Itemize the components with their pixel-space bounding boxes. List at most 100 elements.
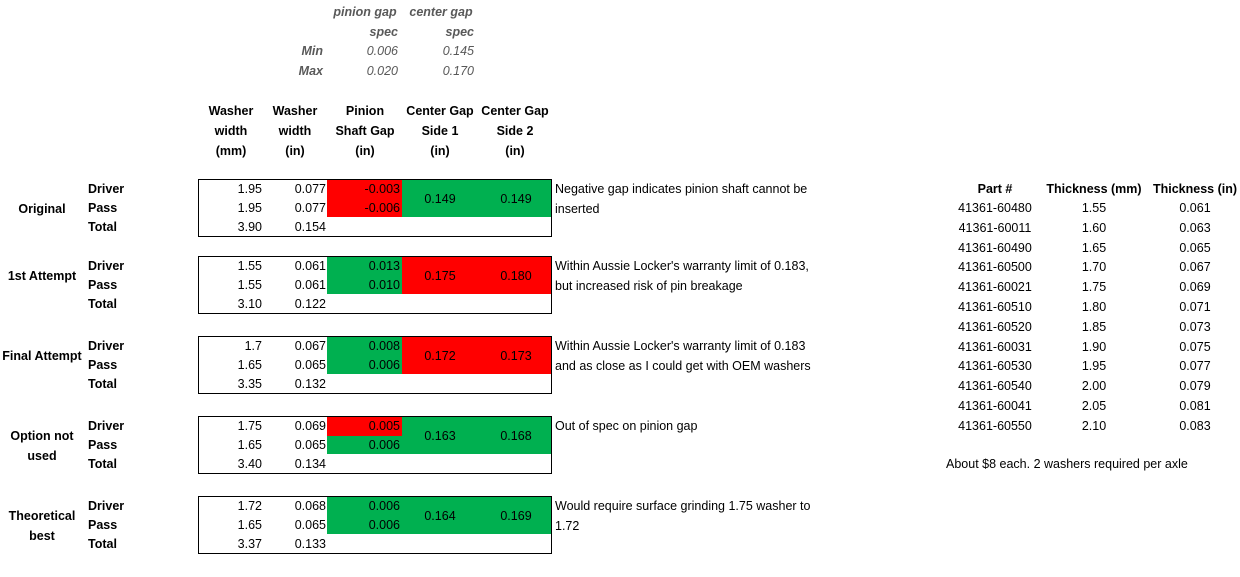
group-0-center-cell [402, 180, 551, 217]
part-number: 41361-60530 [958, 359, 1032, 374]
group-4-mm-0: 1.72 [237, 499, 262, 513]
part-thickness: 0.081 [1179, 399, 1211, 413]
part-number: 41361-60021 [958, 280, 1032, 295]
group-3-center-1: 0.163 [424, 429, 456, 443]
header-pinion-line-2: Shaft Gap [335, 124, 395, 138]
group-0-in-0: 0.077 [294, 182, 326, 196]
group-3-mm-0: 1.75 [237, 419, 262, 433]
group-label-2: Final Attempt [2, 349, 82, 363]
group-3-in-0: 0.069 [294, 419, 326, 433]
group-4-center-1: 0.164 [424, 509, 456, 523]
group-4-row-label-driver: Driver [88, 499, 125, 513]
part-thickness: 2.00 [1081, 379, 1107, 394]
group-2-in-1: 0.065 [294, 358, 326, 372]
part-thickness: 1.85 [1081, 319, 1107, 334]
spec-pinion-header-1: pinion gap [333, 5, 397, 19]
group-4-mm-1: 1.65 [237, 518, 262, 532]
spec-max-pinion: 0.020 [366, 64, 398, 78]
header-washer_in-line-1: Washer [272, 104, 318, 118]
parts-header-2: Thickness (in) [1152, 182, 1238, 196]
group-2-center-1: 0.172 [424, 349, 456, 363]
header-washer_mm-line-1: Washer [208, 104, 254, 118]
part-thickness: 0.061 [1179, 201, 1211, 215]
part-number: 41361-60031 [958, 339, 1032, 354]
group-0-in-2: 0.154 [294, 220, 326, 234]
group-3-mm-2: 3.40 [237, 457, 262, 471]
group-1-mm-2: 3.10 [237, 297, 262, 311]
group-4-center-cell [402, 497, 551, 534]
header-center2-line-2: Side 2 [496, 124, 534, 138]
part-number: 41361-60490 [958, 240, 1032, 255]
group-label-4: Theoretical best [8, 509, 76, 543]
group-label-0: Original [18, 202, 66, 216]
part-thickness: 0.063 [1179, 220, 1211, 235]
group-2-mm-2: 3.35 [237, 377, 262, 391]
header-center2-line-1: Center Gap [481, 104, 549, 118]
group-1-center-1: 0.175 [424, 269, 456, 283]
spec-min-center: 0.145 [442, 44, 474, 58]
part-thickness: 0.073 [1179, 319, 1211, 334]
group-label-1: 1st Attempt [7, 269, 77, 283]
group-2-row-label-pass: Pass [88, 358, 118, 372]
group-1-note: Within Aussie Locker's warranty limit of… [555, 259, 809, 293]
group-4-center-2: 0.169 [500, 509, 532, 523]
group-3-center-2: 0.168 [500, 429, 532, 443]
header-center1-line-1: Center Gap [406, 104, 474, 118]
spec-min-label: Min [301, 44, 323, 58]
part-thickness: 2.05 [1081, 399, 1107, 413]
group-3-center-cell [402, 417, 551, 454]
group-0-pinion-cell-1 [327, 198, 402, 217]
group-2-note: Within Aussie Locker's warranty limit of… [555, 339, 811, 373]
spec-max-label: Max [298, 64, 323, 78]
group-0-mm-0: 1.95 [237, 182, 262, 196]
group-2-mm-0: 1.7 [244, 339, 262, 353]
group-1-mm-0: 1.55 [237, 259, 262, 273]
group-1-in-2: 0.122 [294, 297, 326, 311]
part-number: 41361-60480 [958, 201, 1032, 215]
group-2-pinion-1: 0.006 [368, 358, 400, 372]
part-thickness: 0.083 [1179, 418, 1211, 433]
group-2-row-label-total: Total [88, 377, 117, 391]
part-thickness: 1.90 [1081, 339, 1107, 354]
header-washer_mm-line-2: width [214, 124, 248, 138]
group-3-pinion-cell-1 [327, 435, 402, 454]
part-thickness: 1.75 [1081, 280, 1107, 295]
group-3-row-label-total: Total [88, 457, 117, 471]
part-thickness: 0.065 [1179, 240, 1211, 255]
part-number: 41361-60540 [958, 379, 1032, 394]
group-4-in-0: 0.068 [294, 499, 326, 513]
header-pinion-line-3: (in) [355, 144, 375, 158]
group-3-note: Out of spec on pinion gap [555, 419, 698, 433]
group-2-pinion-0: 0.008 [368, 339, 400, 353]
parts-header-1: Thickness (mm) [1046, 182, 1142, 196]
spec-min-pinion: 0.006 [366, 44, 398, 58]
group-1-center-cell [402, 257, 551, 294]
group-3-row-label-driver: Driver [88, 419, 125, 433]
group-4-pinion-0: 0.006 [368, 499, 400, 513]
part-number: 41361-60041 [958, 399, 1032, 413]
group-3-pinion-cell-0 [327, 417, 402, 436]
group-1-pinion-0: 0.013 [368, 259, 400, 273]
group-2-row-label-driver: Driver [88, 339, 125, 353]
group-2-pinion-cell-1 [327, 355, 402, 374]
header-center1-line-2: Side 1 [421, 124, 459, 138]
parts-header-0: Part # [977, 182, 1013, 196]
group-3-row-label-pass: Pass [88, 438, 118, 452]
group-2-pinion-cell-0 [327, 337, 402, 356]
group-4-in-2: 0.133 [294, 537, 326, 551]
spec-pinion-header-2: spec [369, 25, 399, 39]
group-1-center-2: 0.180 [500, 269, 532, 283]
group-0-row-label-pass: Pass [88, 201, 118, 215]
group-1-mm-1: 1.55 [237, 278, 262, 292]
group-0-center-2: 0.149 [500, 192, 532, 206]
part-number: 41361-60500 [958, 260, 1032, 275]
group-label-3: Option not used [10, 429, 74, 463]
part-thickness: 1.95 [1081, 359, 1107, 374]
group-4-pinion-cell-1 [327, 515, 402, 534]
group-3-pinion-1: 0.006 [368, 438, 400, 452]
part-thickness: 0.071 [1179, 300, 1211, 314]
part-thickness: 0.075 [1179, 339, 1211, 354]
parts-footnote: About $8 each. 2 washers required per ax… [946, 457, 1188, 471]
header-washer_in-line-2: width [278, 124, 312, 138]
group-4-mm-2: 3.37 [237, 537, 262, 551]
